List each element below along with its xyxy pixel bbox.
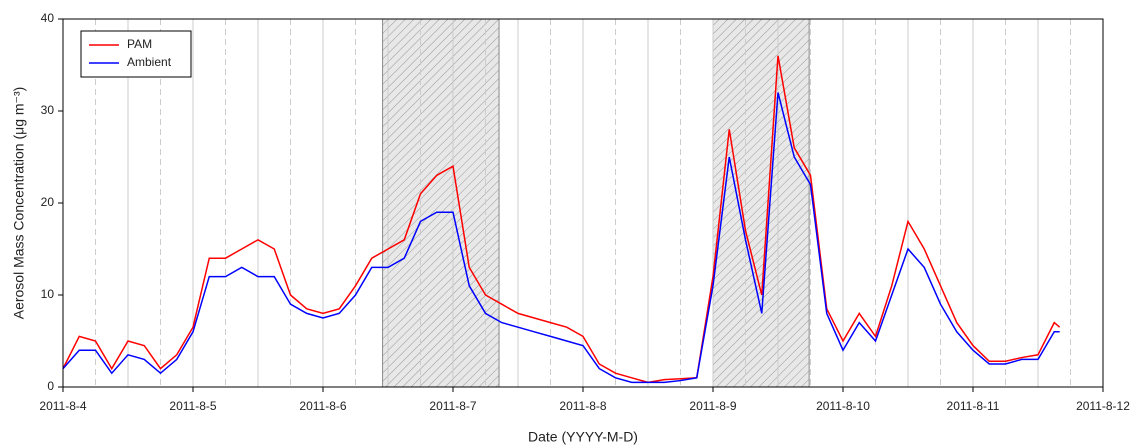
y-tick-label: 0 [47,379,54,393]
series-line [62,55,1061,384]
legend-box [80,30,192,78]
legend-label: Ambient [127,55,172,69]
y-axis-label: Aerosol Mass Concentration (μg m⁻³) [11,87,27,320]
x-axis-label: Date (YYYY-M-D) [528,429,638,445]
y-tick-label: 40 [41,11,55,25]
y-tick-label: 20 [41,195,55,209]
x-tick-label: 2011-8-9 [689,399,736,413]
x-tick-label: 2011-8-7 [429,399,476,413]
y-tick-label: 10 [41,287,55,301]
legend-label: PAM [127,37,152,51]
x-tick-label: 2011-8-11 [947,399,1000,413]
x-tick-label: 2011-8-8 [559,399,606,413]
shaded-period [712,18,810,388]
x-tick-label: 2011-8-5 [169,399,216,413]
x-tick-label: 2011-8-4 [39,399,86,413]
series-line [62,92,1060,384]
y-tick-label: 30 [41,103,55,117]
legend: PAM Ambient [80,30,192,78]
x-tick-label: 2011-8-12 [1076,399,1130,413]
plot-frame [62,18,1104,388]
shaded-period [382,18,500,388]
x-tick-label: 2011-8-10 [816,399,870,413]
x-tick-label: 2011-8-6 [299,399,346,413]
